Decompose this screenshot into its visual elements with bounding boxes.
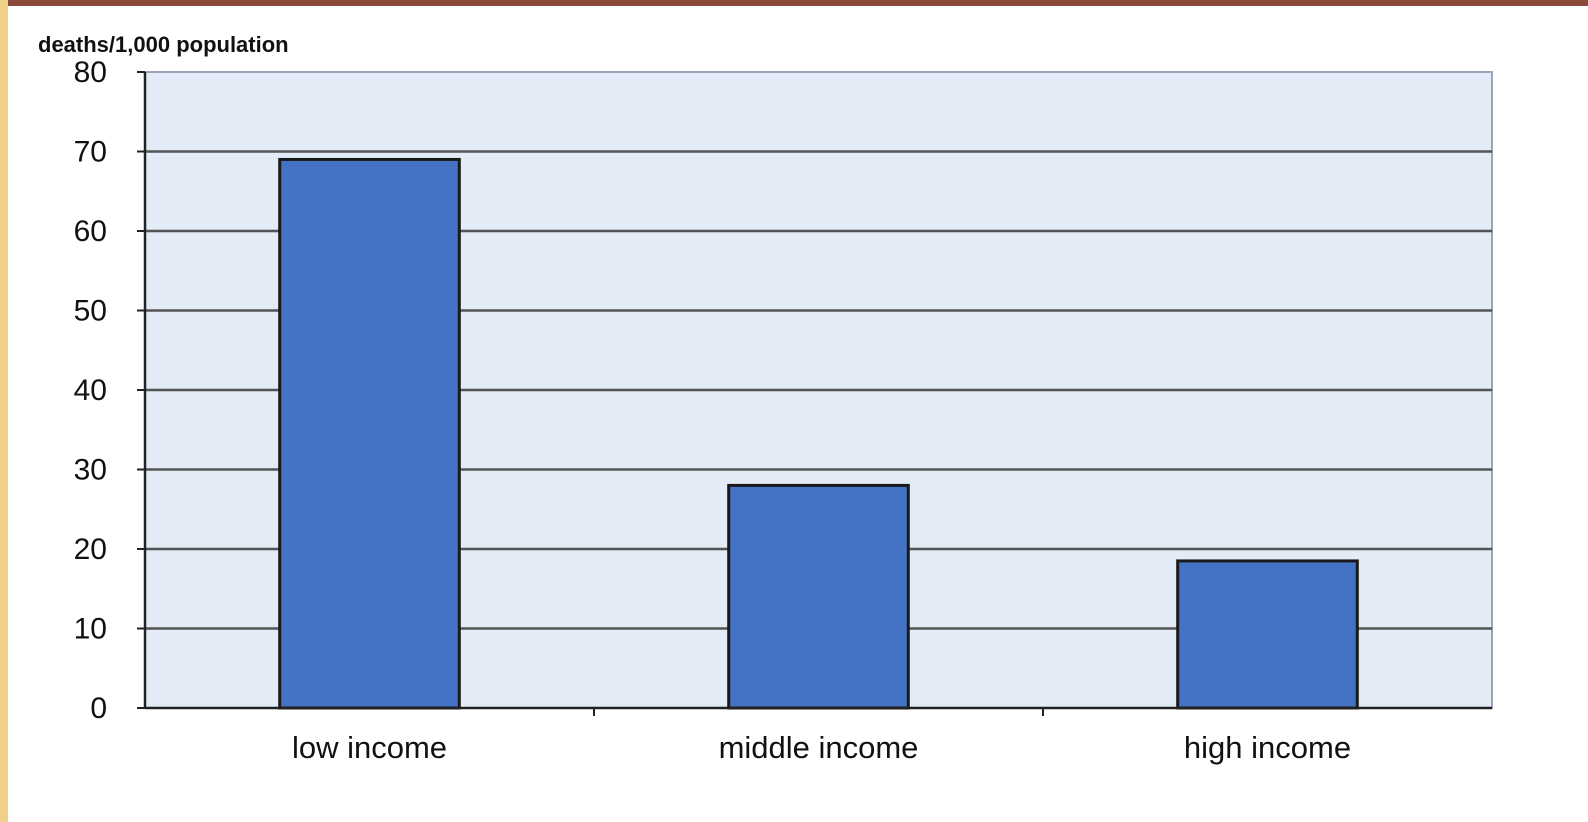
category-labels: low income middle income high income [292,730,1351,765]
bar-high-income [1176,559,1359,710]
y-tick-label: 70 [74,136,107,169]
bar-middle-income [727,483,910,710]
y-tick-label: 50 [74,295,107,328]
bars [278,157,1359,710]
category-label: low income [292,730,447,765]
y-tick-label: 30 [74,454,107,487]
category-label: middle income [719,730,919,765]
left-accent-band [0,0,8,822]
y-tick-labels: 0 10 20 30 40 50 60 70 80 [74,56,145,725]
y-tick-label: 60 [74,215,107,248]
bar-low-income [278,157,461,710]
y-tick-label: 20 [74,533,107,566]
y-tick-label: 0 [90,692,107,725]
y-tick-label: 10 [74,613,107,646]
y-tick-label: 40 [74,374,107,407]
top-accent-band [0,0,1588,6]
category-label: high income [1184,730,1351,765]
y-tick-label: 80 [74,56,107,89]
y-axis-label: deaths/1,000 population [38,32,289,57]
